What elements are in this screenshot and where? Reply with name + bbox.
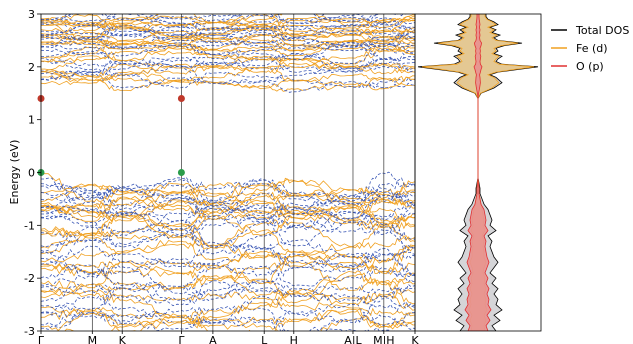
band-line-solid	[41, 40, 415, 52]
band-line-solid	[41, 75, 415, 92]
kpath-tick-label: M	[88, 334, 98, 344]
band-line-dashed	[41, 280, 415, 307]
band-line-dashed	[41, 16, 415, 31]
band-line-solid	[41, 200, 415, 226]
dos-plot-frame	[414, 13, 542, 332]
energy-tick-label: 3	[28, 8, 35, 21]
band-line-solid	[41, 44, 415, 63]
band-line-solid	[41, 195, 415, 222]
band-line-dashed	[41, 182, 415, 214]
band-line-dashed	[41, 23, 415, 37]
band-line-solid	[41, 306, 415, 327]
band-line-solid	[41, 15, 415, 26]
band-edge-points	[37, 95, 185, 176]
band-line-dashed	[41, 188, 415, 211]
band-line-dashed	[41, 303, 415, 327]
kpath-tick-label: A	[209, 334, 217, 344]
kpath-tick-label: K	[411, 334, 419, 344]
energy-tick-label: 1	[28, 114, 35, 127]
kpath-tick-label: K	[119, 334, 127, 344]
dos-areas	[417, 14, 539, 331]
band-line-solid	[41, 39, 415, 60]
energy-tick-label: 0	[28, 167, 35, 180]
band-line-solid	[41, 66, 415, 86]
valence-band-maximum-point	[177, 169, 185, 176]
dos-legend: Total DOS Fe (d) O (p)	[551, 24, 629, 73]
band-line-dashed	[41, 48, 415, 67]
band-line-dashed	[41, 33, 415, 48]
energy-tick-label: 2	[28, 61, 35, 74]
band-line-dashed	[41, 280, 415, 305]
band-line-dashed	[41, 313, 396, 331]
band-line-solid	[41, 300, 415, 331]
kpath-tick-label: H	[290, 334, 298, 344]
band-structure-panel: -3 -2 -1 0 1 2 3 Γ M K Γ A L H A|L M|H K Energy (eV)	[8, 8, 419, 344]
band-line-dashed	[41, 39, 415, 58]
kpath-tick-label: L	[261, 334, 268, 344]
energy-tick-label: -1	[24, 219, 35, 232]
band-line-solid	[41, 30, 415, 42]
band-line-dashed	[41, 204, 415, 236]
kpath-separators	[91, 14, 385, 331]
band-line-solid	[41, 287, 415, 306]
band-line-dashed	[41, 192, 415, 221]
band-line-solid	[41, 259, 415, 292]
band-line-solid	[41, 243, 415, 271]
band-line-dashed	[41, 53, 415, 70]
band-line-dashed	[41, 219, 415, 249]
band-line-dashed	[41, 295, 415, 325]
band-lines	[41, 14, 415, 331]
band-line-solid	[41, 231, 415, 264]
band-line-solid	[41, 182, 415, 197]
band-line-dashed	[41, 41, 415, 52]
band-line-dashed	[41, 70, 415, 89]
band-line-dashed	[41, 183, 415, 205]
band-line-dashed	[41, 64, 415, 85]
dos-panel	[414, 13, 542, 332]
energy-axis-label: Energy (eV)	[8, 140, 21, 205]
band-line-solid	[41, 207, 415, 238]
kpath-tick-label: M|H	[373, 334, 394, 344]
kpath-tick-label: A|L	[344, 334, 362, 344]
band-line-dashed	[41, 23, 415, 42]
band-line-dashed	[41, 223, 415, 255]
band-line-dashed	[41, 233, 415, 261]
kpath-tick-label: Γ	[38, 334, 45, 344]
band-line-dashed	[41, 28, 415, 41]
band-line-solid	[41, 214, 415, 242]
band-line-dashed	[41, 55, 415, 74]
energy-axis-ticks: -3 -2 -1 0 1 2 3	[24, 8, 41, 338]
band-line-dashed	[41, 22, 415, 40]
kpath-axis-ticks: Γ M K Γ A L H A|L M|H K	[38, 331, 419, 344]
band-line-dashed	[41, 247, 415, 277]
kpath-tick-label: Γ	[178, 334, 185, 344]
legend-label: O (p)	[576, 60, 604, 73]
band-line-dashed	[41, 243, 415, 269]
band-line-solid	[41, 219, 415, 248]
band-line-dashed	[41, 264, 415, 290]
band-line-solid	[41, 34, 415, 52]
band-line-solid	[41, 190, 415, 224]
band-line-solid	[41, 189, 415, 212]
band-line-dashed	[41, 203, 415, 223]
band-line-solid	[41, 288, 415, 321]
band-line-dashed	[41, 171, 415, 201]
legend-label: Fe (d)	[576, 42, 608, 55]
band-line-dashed	[41, 211, 415, 240]
energy-tick-label: -3	[24, 325, 35, 338]
conduction-band-minimum-point	[177, 95, 185, 103]
band-line-solid	[41, 71, 415, 91]
legend-label: Total DOS	[575, 24, 629, 37]
band-line-dashed	[41, 14, 415, 25]
dos-area-o-p	[464, 14, 492, 331]
energy-tick-label: -2	[24, 272, 35, 285]
band-line-solid	[41, 199, 415, 228]
band-line-solid	[41, 229, 415, 255]
band-line-solid	[41, 247, 415, 273]
